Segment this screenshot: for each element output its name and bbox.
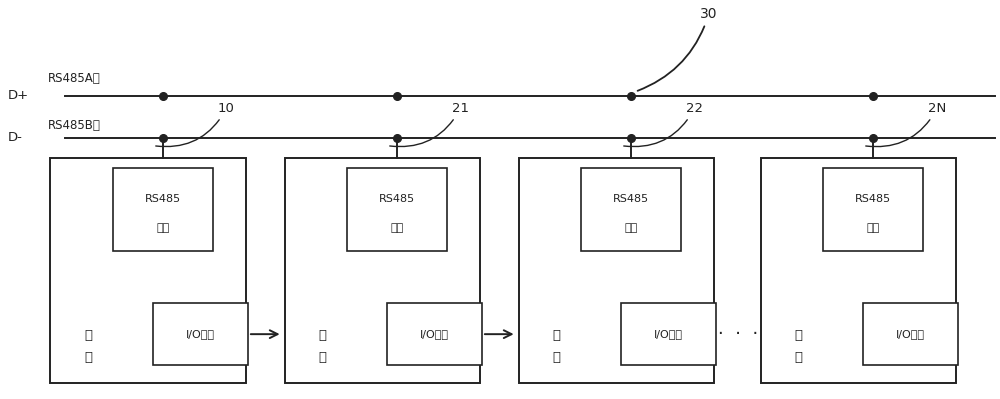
- Text: 10: 10: [156, 102, 235, 146]
- Text: 接口: 接口: [624, 223, 638, 233]
- Text: 机: 机: [84, 351, 92, 363]
- Text: I/O接口: I/O接口: [896, 329, 925, 339]
- Bar: [285, 158, 480, 383]
- Text: RS485: RS485: [379, 194, 415, 203]
- Text: 机: 机: [318, 351, 326, 363]
- Text: 接口: 接口: [390, 223, 404, 233]
- Text: D+: D+: [8, 89, 29, 102]
- Text: RS485B线: RS485B线: [48, 119, 101, 132]
- Bar: [823, 168, 923, 251]
- Text: D-: D-: [8, 131, 23, 144]
- Text: 接口: 接口: [866, 223, 880, 233]
- Text: ·  ·  ·: · · ·: [718, 325, 758, 343]
- Text: 机: 机: [794, 351, 802, 363]
- Text: 从: 从: [552, 329, 560, 342]
- Text: I/O接口: I/O接口: [420, 329, 449, 339]
- Bar: [581, 168, 681, 251]
- Text: 22: 22: [624, 102, 703, 146]
- Bar: [347, 168, 447, 251]
- Text: 从: 从: [318, 329, 326, 342]
- Text: RS485: RS485: [145, 194, 181, 203]
- Bar: [761, 158, 956, 383]
- Text: 21: 21: [390, 102, 469, 146]
- Bar: [153, 303, 248, 365]
- Text: I/O接口: I/O接口: [186, 329, 215, 339]
- Text: 2N: 2N: [866, 102, 946, 147]
- Bar: [621, 303, 716, 365]
- Text: 30: 30: [638, 7, 718, 91]
- Bar: [113, 168, 213, 251]
- Bar: [50, 158, 246, 383]
- Bar: [518, 158, 714, 383]
- Text: 机: 机: [552, 351, 560, 363]
- Text: RS485: RS485: [855, 194, 891, 203]
- Text: RS485: RS485: [613, 194, 649, 203]
- Bar: [387, 303, 482, 365]
- Text: 接口: 接口: [156, 223, 170, 233]
- Text: 主: 主: [84, 329, 92, 342]
- Text: I/O接口: I/O接口: [654, 329, 683, 339]
- Text: RS485A线: RS485A线: [48, 71, 101, 85]
- Text: 从: 从: [794, 329, 802, 342]
- Bar: [863, 303, 958, 365]
